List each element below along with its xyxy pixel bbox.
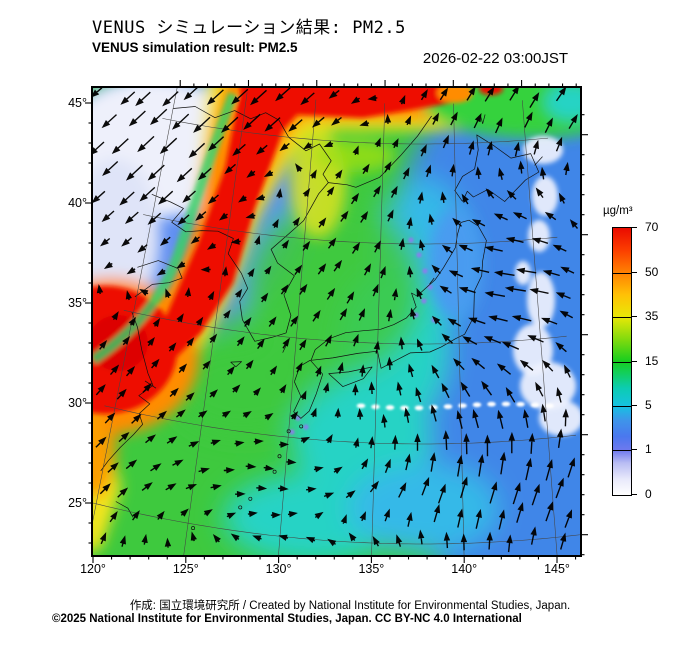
colorbar-tick-label: 1 — [645, 442, 652, 457]
colorbar-tick — [631, 271, 637, 273]
colorbar-tick — [631, 405, 637, 406]
map-canvas — [85, 80, 588, 563]
colorbar-tick-label: 50 — [645, 264, 659, 279]
colorbar-tick — [613, 361, 631, 363]
wind-vector-arrows — [93, 88, 579, 553]
lat-label: 30° — [68, 396, 87, 410]
axis-tick-marks — [85, 80, 588, 563]
footer-license: ©2025 National Institute for Environment… — [52, 613, 522, 625]
colorbar-tick — [631, 227, 637, 228]
page-title-japanese: VENUS シミュレーション結果: PM2.5 — [92, 18, 406, 38]
colorbar-tick — [631, 315, 637, 317]
colorbar-unit-label: µg/m³ — [603, 205, 633, 217]
lon-label: 140° — [451, 562, 478, 576]
timestamp: 2026-02-22 03:00JST — [422, 50, 568, 67]
colorbar-tick — [613, 272, 631, 274]
lat-label: 35° — [68, 296, 87, 310]
colorbar-tick — [613, 406, 631, 407]
lat-label: 45° — [68, 96, 87, 110]
coastlines — [100, 106, 543, 531]
lon-label: 130° — [265, 562, 292, 576]
colorbar-tick — [631, 494, 637, 495]
colorbar-tick — [613, 450, 631, 452]
footer-credit: 作成: 国立環境研究所 / Created by National Instit… — [129, 600, 571, 612]
colorbar-tick-label: 70 — [645, 220, 659, 234]
colorbar — [612, 227, 632, 496]
colorbar-tick-label: 35 — [645, 308, 659, 323]
pm25-concentration-field — [93, 88, 580, 555]
colorbar-tick-label: 15 — [645, 353, 659, 368]
colorbar-tick-label: 5 — [645, 398, 652, 412]
page-title-english: VENUS simulation result: PM2.5 — [92, 40, 298, 55]
lon-label: 120° — [80, 562, 106, 576]
map-frame — [85, 80, 588, 563]
lon-label: 125° — [172, 562, 199, 576]
lon-label: 145° — [544, 562, 570, 576]
colorbar-tick — [613, 316, 631, 318]
colorbar-tick-label: 0 — [645, 487, 652, 501]
lon-label: 135° — [358, 562, 385, 576]
colorbar-tick — [631, 449, 637, 451]
lat-label: 40° — [68, 196, 87, 210]
colorbar-tick — [631, 360, 637, 362]
lat-label: 25° — [68, 496, 87, 510]
